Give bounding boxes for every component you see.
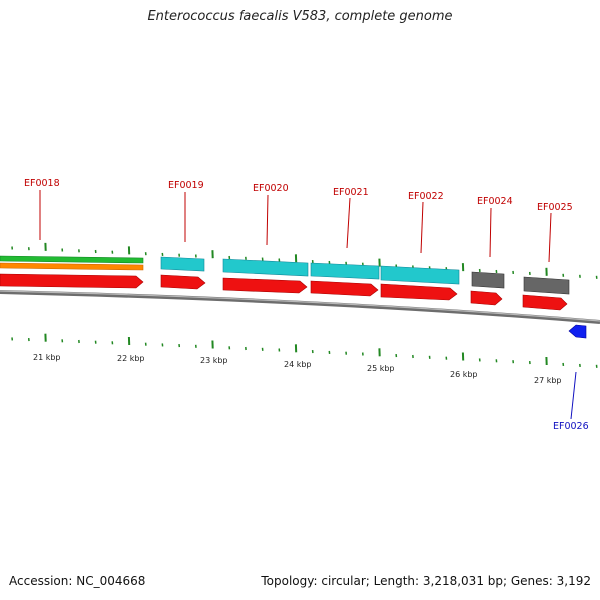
gene-arrow-ef0019[interactable]: [160, 274, 206, 290]
inner-tick-row: [11, 333, 598, 368]
scale-label-25kbp: 25 kbp: [367, 364, 395, 373]
genome-backbone-highlight: [0, 290, 600, 322]
scale-label-23kbp: 23 kbp: [200, 356, 228, 365]
map-title: Enterococcus faecalis V583, complete gen…: [147, 9, 453, 24]
gray-track-feature-ef0024[interactable]: [471, 271, 505, 289]
scale-label-21kbp: 21 kbp: [33, 353, 61, 362]
gene-label-ef0022[interactable]: EF0022: [408, 191, 444, 202]
scale-label-26kbp: 26 kbp: [450, 370, 478, 379]
cyan-track-feature-ef0019[interactable]: [160, 256, 205, 272]
scale-label-27kbp: 27 kbp: [534, 376, 562, 385]
leader-ef0022: [420, 201, 424, 254]
genome-info-text: Topology: circular; Length: 3,218,031 bp…: [261, 574, 591, 588]
gene-label-ef0018[interactable]: EF0018: [24, 178, 60, 189]
cyan-track-feature-ef0020[interactable]: [222, 258, 309, 277]
leader-ef0026: [570, 371, 577, 420]
gene-arrow-ef0025[interactable]: [522, 294, 568, 311]
gene-arrow-ef0018[interactable]: [0, 273, 144, 289]
green-track-feature[interactable]: [0, 255, 144, 264]
leader-ef0025: [548, 212, 552, 263]
gene-label-ef0021[interactable]: EF0021: [333, 187, 369, 198]
leader-ef0020: [266, 194, 269, 246]
cyan-track-feature-ef0022[interactable]: [380, 265, 460, 285]
gene-arrow-ef0022[interactable]: [380, 283, 458, 301]
gene-label-ef0026[interactable]: EF0026: [553, 421, 589, 432]
scale-label-24kbp: 24 kbp: [284, 360, 312, 369]
scale-label-22kbp: 22 kbp: [117, 354, 145, 363]
cyan-track-feature-ef0021[interactable]: [310, 262, 380, 280]
gene-label-ef0025[interactable]: EF0025: [537, 202, 573, 213]
leader-ef0021: [346, 197, 351, 249]
leader-ef0024: [489, 207, 492, 258]
gene-arrow-ef0024[interactable]: [470, 290, 503, 306]
gene-arrow-ef0020[interactable]: [222, 277, 308, 294]
gene-label-ef0020[interactable]: EF0020: [253, 183, 289, 194]
gene-arrow-ef0026[interactable]: [568, 324, 587, 339]
gene-arrow-ef0021[interactable]: [310, 280, 379, 297]
gray-track-feature-ef0025[interactable]: [523, 276, 570, 295]
gene-label-ef0019[interactable]: EF0019: [168, 180, 204, 191]
gene-label-leaders: [39, 190, 552, 263]
gene-label-ef0024[interactable]: EF0024: [477, 196, 513, 207]
accession-text: Accession: NC_004668: [9, 574, 146, 588]
outer-tick-row: [11, 242, 598, 279]
genome-backbone: [0, 290, 600, 324]
orange-track-feature[interactable]: [0, 262, 144, 271]
